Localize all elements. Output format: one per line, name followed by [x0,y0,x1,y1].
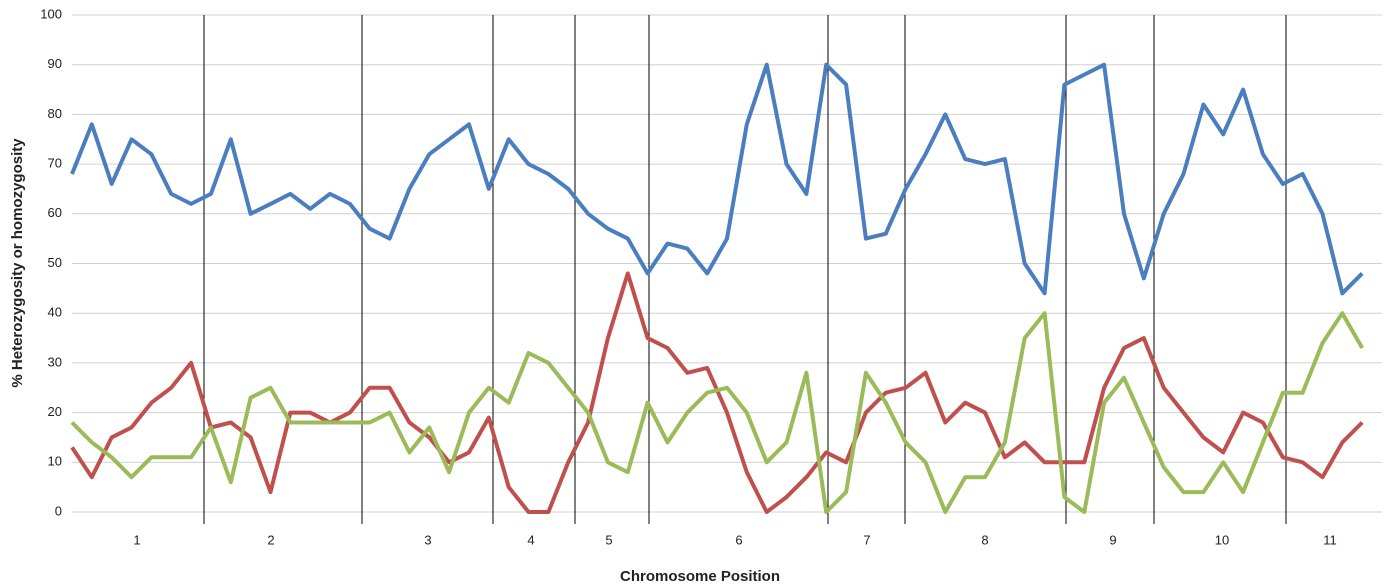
y-tick-label: 90 [48,56,62,71]
chromosome-label: 11 [1323,532,1337,547]
y-tick-label: 30 [48,354,62,369]
y-tick-label: 40 [48,305,62,320]
y-tick-label: 10 [48,454,62,469]
chromosome-label: 7 [863,532,870,547]
chromosome-label: 2 [267,532,274,547]
chromosome-label: 8 [981,532,988,547]
chromosome-label: 9 [1109,532,1116,547]
chromosome-label: 10 [1215,532,1229,547]
y-tick-label: 20 [48,404,62,419]
chromosome-label: 5 [605,532,612,547]
y-tick-label: 0 [55,503,62,518]
y-tick-label: 70 [48,156,62,171]
y-tick-label: 80 [48,106,62,121]
data-line [70,311,1364,514]
y-tick-label: 60 [48,205,62,220]
chromosome-label: 6 [735,532,742,547]
y-axis-title: % Heterozygosity or homozygosity [9,138,26,388]
y-tick-label: 100 [40,6,62,21]
data-line [70,62,1364,296]
chromosome-label: 3 [424,532,431,547]
chromosome-label: 4 [527,532,534,547]
x-axis-title: Chromosome Position [620,568,780,585]
y-tick-label: 50 [48,255,62,270]
chromosome-label: 1 [133,532,140,547]
